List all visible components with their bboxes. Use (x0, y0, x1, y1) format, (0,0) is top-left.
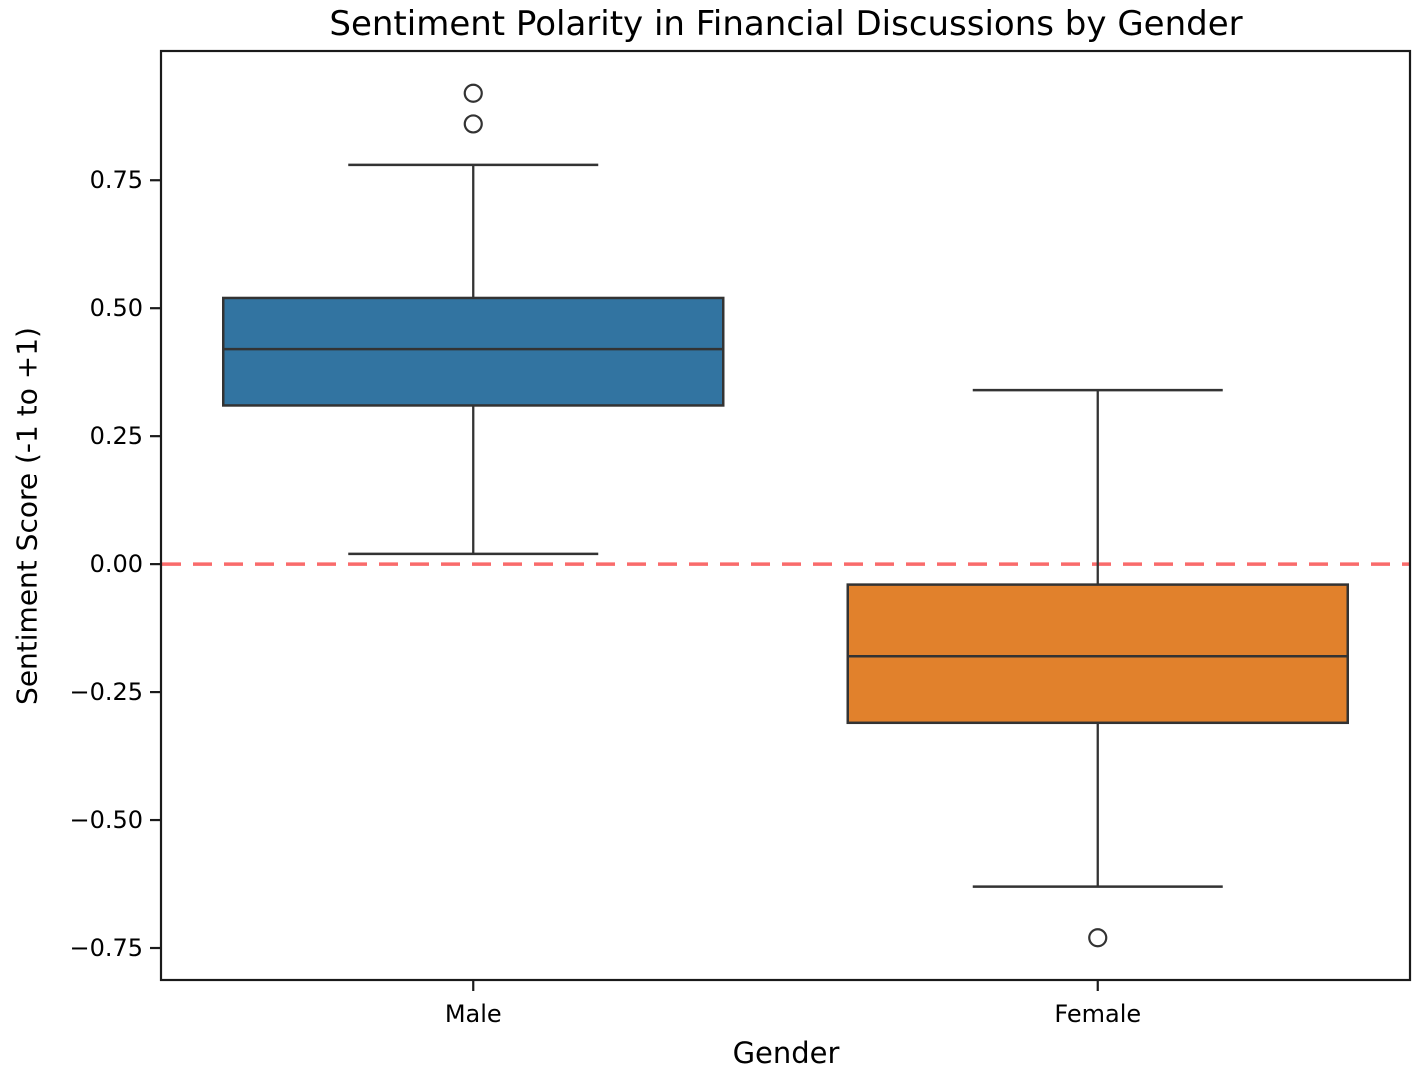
chart-title: Sentiment Polarity in Financial Discussi… (329, 4, 1243, 44)
y-tick-label: −0.75 (69, 934, 143, 962)
male-outlier-point (463, 83, 483, 103)
y-tick-label: 0.50 (90, 294, 143, 322)
y-tick-label: −0.50 (69, 806, 143, 834)
x-tick-label-female: Female (1054, 1000, 1141, 1028)
female-box (846, 583, 1349, 725)
female-outlier-point (1088, 928, 1108, 948)
y-tick-label: 0.25 (90, 422, 143, 450)
y-tick-label: −0.25 (69, 678, 143, 706)
x-axis-label: Gender (732, 1036, 840, 1070)
male-outlier-point (463, 114, 483, 134)
male-box (222, 296, 725, 407)
x-tick-label-male: Male (445, 1000, 502, 1028)
y-tick-label: 0.00 (90, 550, 143, 578)
y-tick-label: 0.75 (90, 166, 143, 194)
axes-frame (159, 49, 1412, 982)
